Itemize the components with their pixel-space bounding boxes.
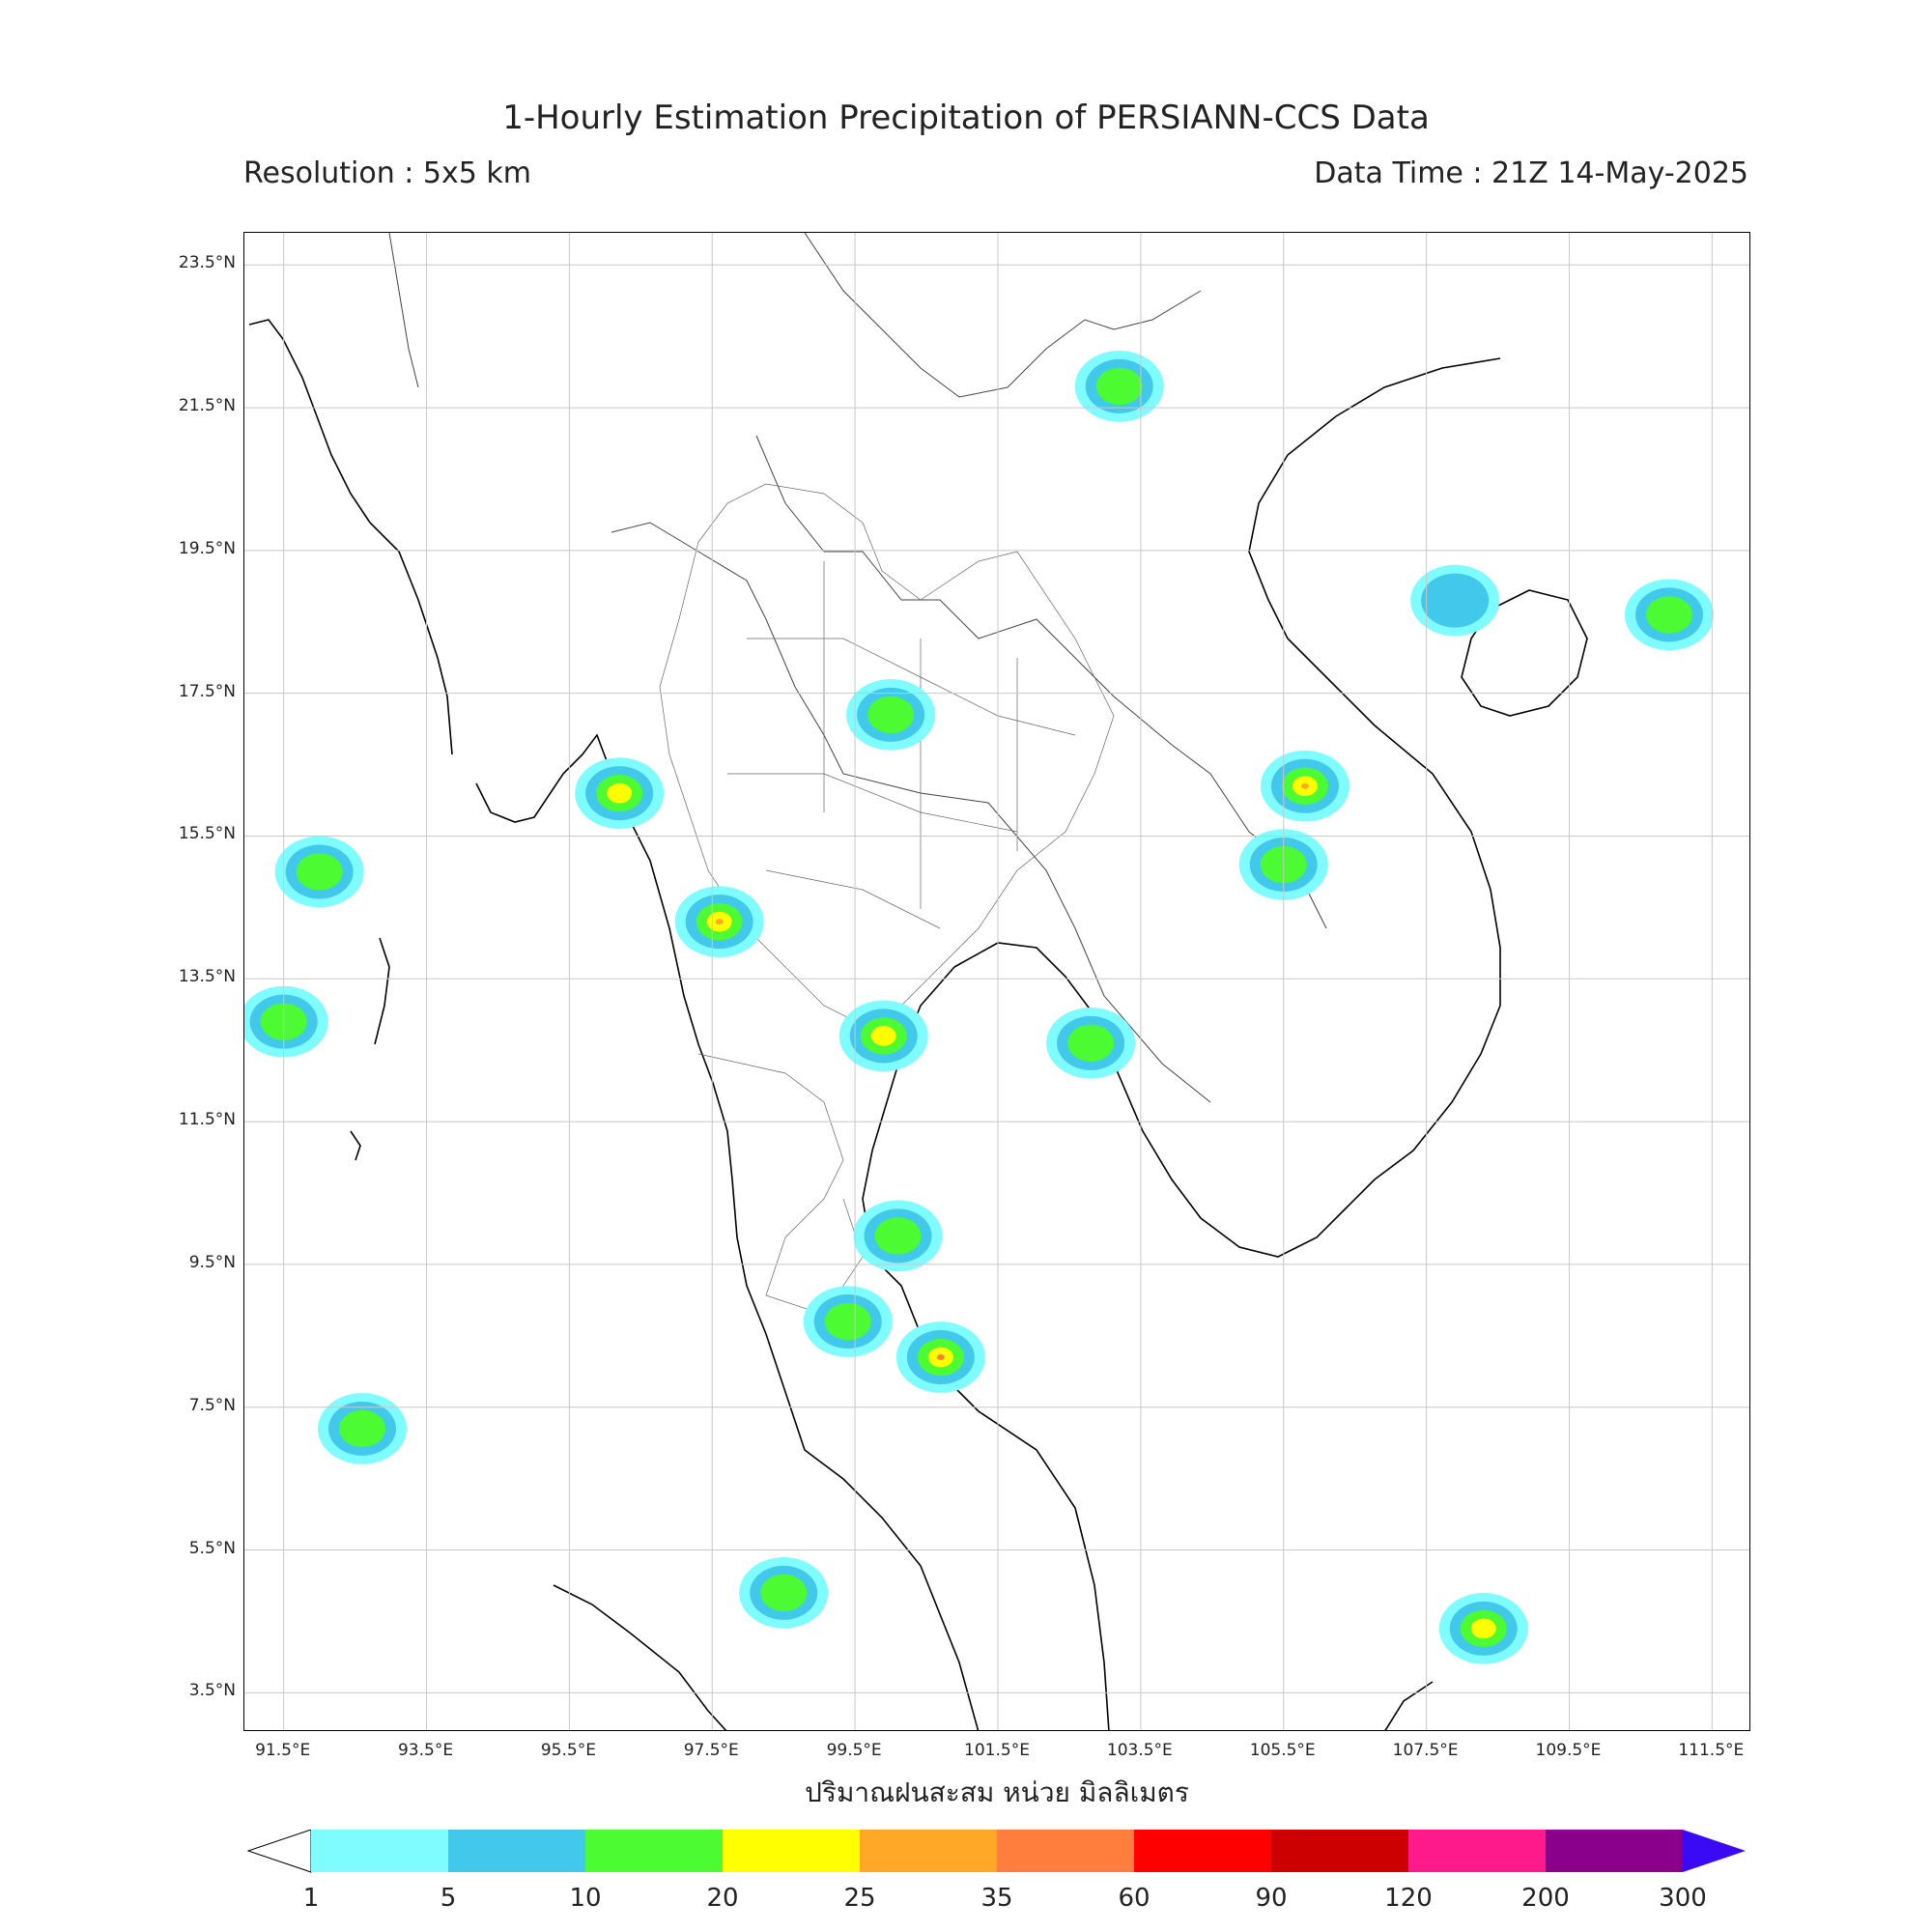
colorbar-segment <box>311 1830 448 1872</box>
graticule-layer <box>244 233 1749 1730</box>
rain-cell <box>867 696 915 734</box>
longitude-tick-label: 105.5°E <box>1249 1741 1316 1760</box>
longitude-tick-label: 95.5°E <box>540 1741 596 1760</box>
rain-cell <box>296 853 343 891</box>
map-canvas <box>244 233 1749 1730</box>
latitude-tick-label: 17.5°N <box>178 681 236 701</box>
colorbar-tick-label: 120 <box>1384 1884 1433 1913</box>
rain-cell <box>874 1217 922 1255</box>
longitude-tick-label: 101.5°E <box>964 1741 1030 1760</box>
longitude-tick-label: 97.5°E <box>683 1741 739 1760</box>
colorbar-tick-label: 200 <box>1521 1884 1570 1913</box>
rain-cell-layer <box>244 351 1714 1664</box>
latitude-tick-label: 11.5°N <box>178 1110 236 1130</box>
resolution-label: Resolution : 5x5 km <box>243 156 531 190</box>
colorbar-segment <box>1134 1830 1271 1872</box>
rain-cell <box>1067 1024 1115 1063</box>
longitude-tick-label: 99.5°E <box>826 1741 882 1760</box>
rain-cell <box>338 1409 385 1448</box>
data-time-label: Data Time : 21Z 14-May-2025 <box>1314 156 1748 190</box>
latitude-tick-label: 3.5°N <box>188 1681 236 1701</box>
rain-cell <box>1421 573 1490 628</box>
rain-cell <box>1645 596 1692 634</box>
rain-cell <box>715 919 724 925</box>
colorbar-segment <box>448 1830 585 1872</box>
colorbar-tick-label: 90 <box>1255 1884 1288 1913</box>
colorbar-segment <box>1408 1830 1546 1872</box>
colorbar-segment <box>585 1830 723 1872</box>
latitude-tick-label: 23.5°N <box>178 253 236 273</box>
colorbar <box>246 1830 1746 1873</box>
latitude-tick-label: 21.5°N <box>178 396 236 416</box>
longitude-tick-label: 103.5°E <box>1106 1741 1173 1760</box>
chart-title: 1-Hourly Estimation Precipitation of PER… <box>502 99 1430 137</box>
rain-cell <box>824 1302 871 1341</box>
rain-cell <box>1470 1618 1496 1639</box>
units-label: ปริมาณฝนสะสม หน่วย มิลลิเมตร <box>805 1776 1189 1808</box>
rain-cell <box>1095 367 1143 406</box>
latitude-tick-label: 15.5°N <box>178 824 236 844</box>
colorbar-tick-label: 300 <box>1659 1884 1707 1913</box>
map-panel <box>243 232 1750 1731</box>
colorbar-underflow <box>246 1830 312 1873</box>
colorbar-tick-label: 25 <box>843 1884 876 1913</box>
latitude-tick-label: 9.5°N <box>188 1252 236 1272</box>
colorbar-tick-label: 20 <box>706 1884 739 1913</box>
longitude-tick-label: 109.5°E <box>1535 1741 1602 1760</box>
colorbar-tick-label: 10 <box>569 1884 602 1913</box>
rain-cell <box>760 1574 808 1612</box>
rain-cell <box>936 1354 945 1360</box>
latitude-tick-label: 13.5°N <box>178 967 236 987</box>
province-layer <box>659 483 1115 1316</box>
colorbar-segment <box>860 1830 997 1872</box>
border-layer <box>388 233 1327 1103</box>
rain-cell <box>1300 782 1309 789</box>
longitude-tick-label: 93.5°E <box>397 1741 454 1760</box>
longitude-tick-label: 91.5°E <box>255 1741 311 1760</box>
latitude-tick-label: 5.5°N <box>188 1538 236 1558</box>
colorbar-tick-label: 1 <box>302 1884 320 1913</box>
colorbar-segment <box>997 1830 1134 1872</box>
longitude-tick-label: 107.5°E <box>1392 1741 1459 1760</box>
colorbar-segment <box>1546 1830 1683 1872</box>
colorbar-segment <box>1271 1830 1408 1872</box>
latitude-tick-label: 19.5°N <box>178 538 236 558</box>
latitude-tick-label: 7.5°N <box>188 1395 236 1415</box>
colorbar-tick-label: 5 <box>440 1884 457 1913</box>
rain-cell <box>870 1026 896 1046</box>
rain-cell <box>607 782 633 804</box>
coastline-layer <box>248 319 1588 1730</box>
longitude-tick-label: 111.5°E <box>1678 1741 1745 1760</box>
colorbar-segment <box>723 1830 860 1872</box>
colorbar-tick-label: 35 <box>980 1884 1013 1913</box>
colorbar-tick-label: 60 <box>1118 1884 1151 1913</box>
colorbar-overflow <box>1683 1830 1746 1872</box>
